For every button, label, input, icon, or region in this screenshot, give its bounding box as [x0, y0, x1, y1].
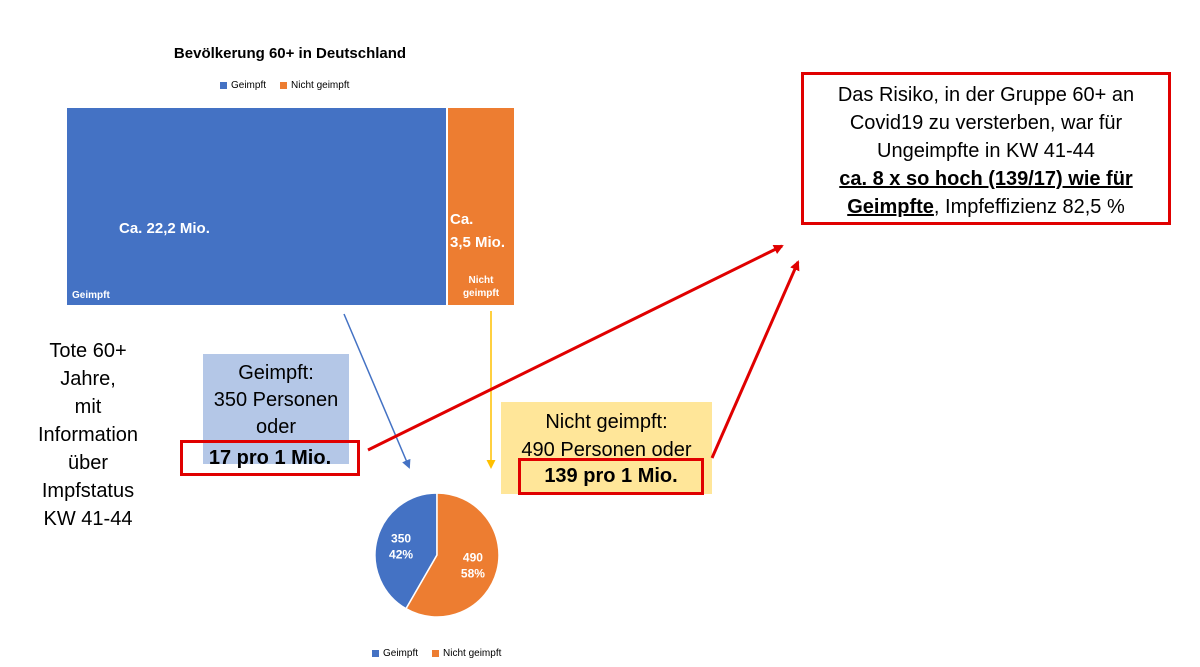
pie-slice-nicht-geimpft	[404, 492, 500, 618]
pie-percent-label: 58%	[461, 567, 485, 581]
pie-legend: Geimpft Nicht geimpft	[372, 648, 501, 659]
legend-item-nicht-geimpft: Nicht geimpft	[432, 648, 501, 659]
treemap-legend: Geimpft Nicht geimpft	[220, 80, 349, 91]
legend-swatch-orange	[280, 82, 288, 89]
treemap-rect-geimpft: Ca. 22,2 Mio. Geimpft	[67, 108, 446, 305]
risk-line: Das Risiko, in der Gruppe 60+ an	[837, 84, 1135, 106]
risk-line: Ungeimpfte in KW 41-44	[877, 140, 1095, 162]
treemap-category-label: Nicht geimpft	[462, 275, 500, 299]
risk-tail: , Impfeffizienz 82,5 %	[933, 196, 1125, 218]
risk-strong-line: ca. 8 x so hoch (139/17) wie für	[839, 168, 1133, 190]
red-arrow-unvaccinated	[710, 260, 800, 459]
risk-strong-word: Geimpfte	[847, 196, 934, 218]
vaccinated-info-text: Geimpft: 350 Personen oder	[213, 362, 339, 438]
deaths-label: Tote 60+ Jahre, mit Information über Imp…	[37, 340, 139, 530]
risk-line: Covid19 zu versterben, war für	[849, 112, 1123, 134]
legend-swatch-blue	[220, 82, 227, 89]
legend-label: Geimpft	[231, 80, 267, 91]
pie-slice-geimpft	[374, 492, 438, 610]
treemap-rect-nicht-geimpft: Ca. 3,5 Mio. Nicht geimpft	[448, 108, 514, 305]
pie-value-label: 350	[391, 531, 411, 545]
pie-percent-label: 42%	[389, 547, 413, 561]
pie-value-label: 490	[463, 551, 483, 565]
treemap-value-label: Ca. 3,5 Mio.	[450, 211, 506, 251]
legend-label: Nicht geimpft	[443, 648, 502, 659]
red-arrow-vaccinated	[367, 244, 784, 452]
unvaccinated-rate-highlight: 139 pro 1 Mio.	[518, 458, 704, 495]
legend-swatch-orange	[432, 650, 440, 657]
legend-item-geimpft: Geimpft	[372, 648, 418, 659]
unvaccinated-info-text: Nicht geimpft: 490 Personen oder	[521, 411, 692, 461]
vaccinated-rate-highlight: 17 pro 1 Mio.	[180, 440, 360, 476]
treemap-title: Bevölkerung 60+ in Deutschland	[173, 45, 407, 62]
vaccinated-info-box: Geimpft: 350 Personen oder	[203, 354, 349, 464]
risk-conclusion-box: Das Risiko, in der Gruppe 60+ an Covid19…	[801, 72, 1171, 225]
legend-swatch-blue	[372, 650, 379, 657]
treemap-category-label: Geimpft	[72, 290, 110, 301]
legend-item-geimpft: Geimpft	[220, 80, 266, 91]
blue-arrow	[343, 313, 411, 469]
unvaccinated-info-box: Nicht geimpft: 490 Personen oder	[501, 402, 712, 494]
legend-label: Geimpft	[383, 648, 419, 659]
pie-chart: 350 42% 490 58%	[374, 492, 500, 618]
legend-label: Nicht geimpft	[291, 80, 350, 91]
treemap-value-label: Ca. 22,2 Mio.	[119, 220, 210, 237]
legend-item-nicht-geimpft: Nicht geimpft	[280, 80, 349, 91]
